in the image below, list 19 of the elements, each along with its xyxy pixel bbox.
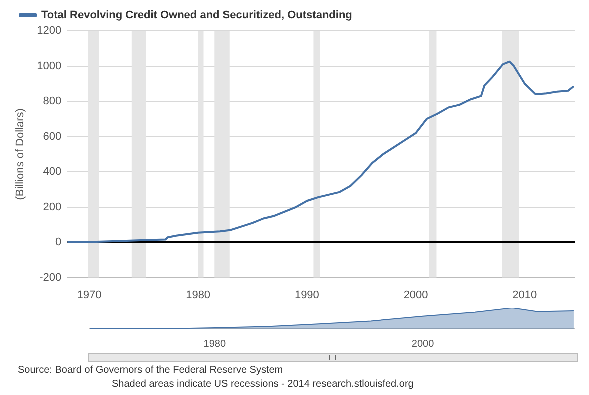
- y-tick-label: 0: [56, 236, 62, 249]
- source-note: Source: Board of Governors of the Federal Reserve System: [18, 365, 284, 376]
- x-tick-label: 1980: [186, 289, 211, 302]
- x-tick-label: 1990: [294, 289, 320, 302]
- y-tick-label: 400: [43, 166, 62, 178]
- y-axis-title: (Billions of Dollars): [14, 108, 27, 200]
- legend-label: Total Revolving Credit Owned and Securitized, Outstanding: [42, 10, 352, 22]
- y-tick-label: -200: [40, 272, 62, 284]
- y-tick-label: 1000: [37, 60, 62, 72]
- x-tick-label: 2010: [512, 289, 538, 302]
- x-tick-label: 2000: [404, 289, 428, 302]
- y-tick-label: 200: [43, 201, 62, 214]
- x-tick-label: 1970: [77, 289, 102, 302]
- x-tick-label: 2000: [412, 338, 435, 350]
- y-tick-label: 800: [43, 96, 62, 108]
- x-tick-label: 1980: [204, 338, 226, 350]
- y-tick-label: 600: [43, 130, 62, 143]
- text: Shaded areas indicate US recessions - 2014 research.stlouisfed.org: [112, 379, 414, 390]
- y-tick-label: 1200: [37, 25, 62, 38]
